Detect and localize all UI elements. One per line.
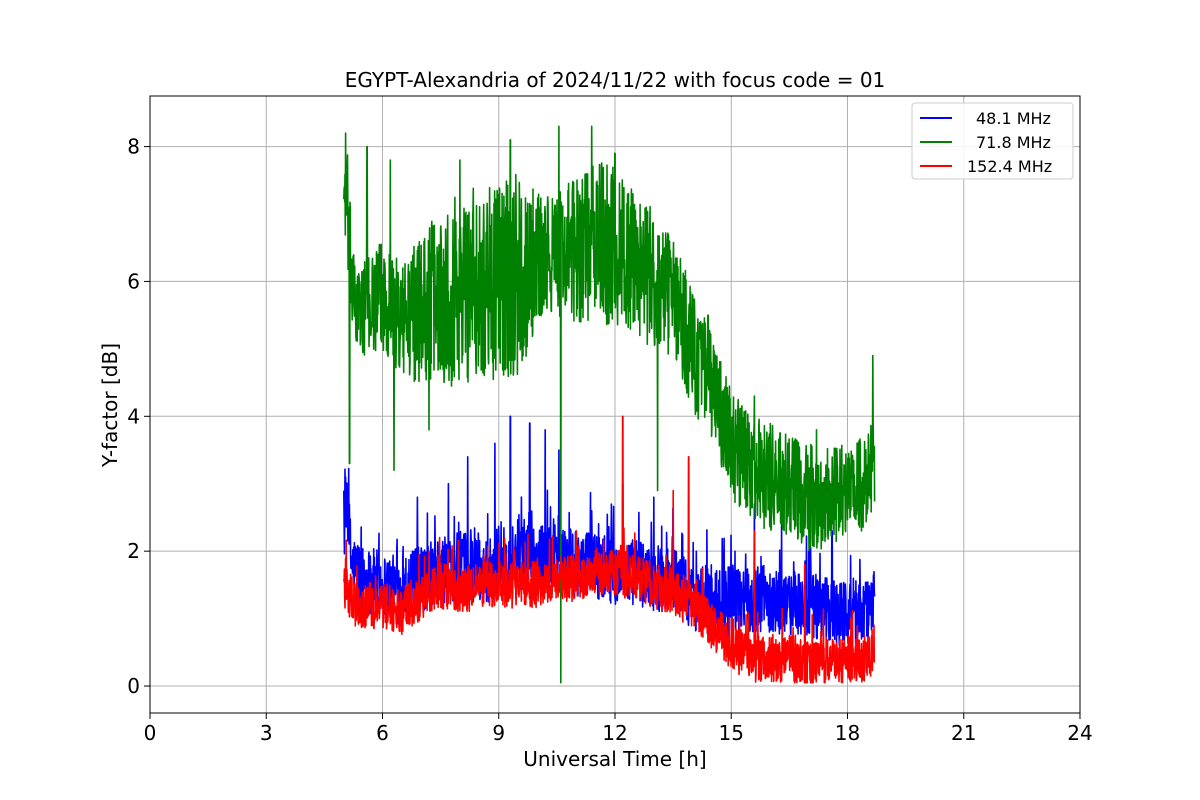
plot-series: [343, 125, 876, 684]
legend-label: 48.1 MHz: [976, 109, 1051, 128]
legend: 48.1 MHz 71.8 MHz 152.4 MHz: [911, 102, 1074, 180]
x-tick-label: 6: [376, 721, 389, 745]
x-tick-label: 15: [719, 721, 744, 745]
y-ticks: 0 2 4 6 8: [127, 135, 150, 698]
legend-label: 71.8 MHz: [976, 133, 1051, 152]
legend-box: [911, 102, 1074, 180]
chart-title: EGYPT-Alexandria of 2024/11/22 with focu…: [345, 68, 886, 92]
series-line-152-4-MHz: [343, 415, 876, 684]
x-tick-label: 24: [1067, 721, 1092, 745]
y-tick-label: 6: [127, 269, 140, 293]
x-ticks: 0 3 6 9 12 15 18 21 24: [144, 713, 1093, 745]
y-tick-label: 8: [127, 135, 140, 159]
x-tick-label: 12: [602, 721, 627, 745]
x-tick-label: 18: [835, 721, 860, 745]
legend-label: 152.4 MHz: [967, 157, 1052, 176]
series-line-71-8-MHz: [343, 125, 876, 684]
x-tick-label: 21: [951, 721, 976, 745]
x-tick-label: 9: [492, 721, 505, 745]
x-tick-label: 0: [144, 721, 157, 745]
y-tick-label: 0: [127, 674, 140, 698]
x-tick-label: 3: [260, 721, 273, 745]
y-tick-label: 4: [127, 404, 140, 428]
y-axis-label: Y-factor [dB]: [98, 343, 122, 468]
x-axis-label: Universal Time [h]: [523, 747, 706, 771]
y-tick-label: 2: [127, 539, 140, 563]
